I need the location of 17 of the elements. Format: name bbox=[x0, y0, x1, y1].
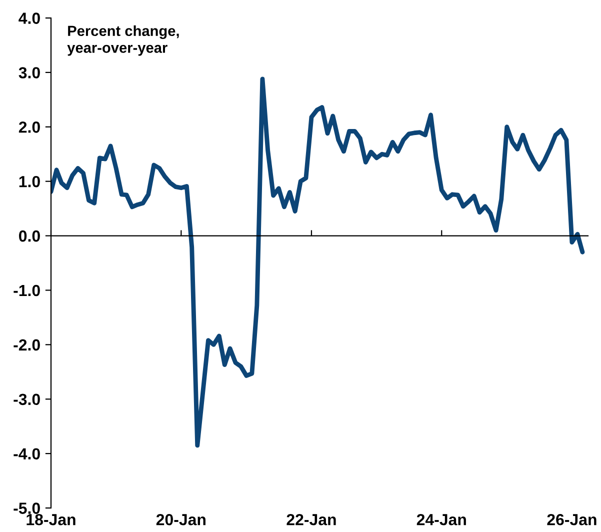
y-tick-label: -3.0 bbox=[14, 394, 40, 406]
y-tick-label: 0.0 bbox=[19, 230, 40, 242]
y-tick-label: 3.0 bbox=[18, 67, 40, 78]
y-tick-label: -5.0 bbox=[14, 502, 40, 514]
line-series bbox=[51, 76, 585, 448]
y-tick-label: 2.0 bbox=[18, 122, 40, 133]
y-tick-label: -4.0 bbox=[14, 448, 40, 460]
x-tick-label: 26-Jan bbox=[547, 514, 596, 526]
x-tick-label: 24-Jan bbox=[416, 514, 466, 526]
y-tick-label: 1.0 bbox=[19, 176, 40, 188]
y-tick-label: 4.0 bbox=[18, 12, 40, 24]
x-tick-label: 18-Jan bbox=[26, 514, 76, 526]
y-tick-label: -2.0 bbox=[14, 339, 40, 351]
x-tick-label: 22-Jan bbox=[286, 514, 336, 526]
x-tick-label: 20-Jan bbox=[156, 514, 206, 526]
y-tick-label: -1.0 bbox=[14, 284, 40, 296]
annotation: Percent change, year-over-year bbox=[67, 25, 179, 56]
